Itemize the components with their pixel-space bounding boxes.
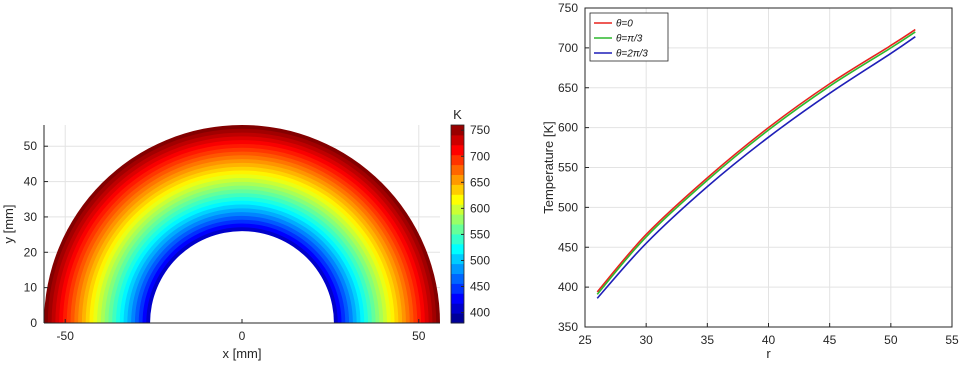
line-x-tick-label: 55 (945, 333, 959, 347)
series-line-0 (596, 28, 916, 293)
series-line-2 (596, 36, 916, 299)
colorbar-tick-label: 600 (470, 201, 490, 215)
colorbar-tick-label: 450 (470, 280, 490, 294)
colorbar-segment (451, 283, 464, 294)
line-y-tick-label: 450 (558, 240, 578, 254)
heatmap-x-tick-label: 0 (239, 329, 246, 343)
heatmap-y-tick-label: 40 (24, 175, 38, 189)
line-y-tick-label: 550 (558, 161, 578, 175)
colorbar-tick-label: 650 (470, 175, 490, 189)
inner-hole (150, 231, 334, 323)
colorbar-segment (451, 293, 464, 304)
line-x-axis-label: r (766, 346, 771, 361)
series-line-1 (596, 31, 916, 295)
legend-label-2: θ=2π/3 (616, 49, 648, 60)
colorbar-segment (451, 313, 464, 324)
colorbar-tick-label: 700 (470, 149, 490, 163)
colorbar: 400 450 500 550 600 650 700 750 K (450, 107, 490, 324)
legend-label-0: θ=0 (616, 19, 633, 30)
colorbar-segment (451, 144, 464, 156)
line-x-tick-label: 45 (823, 333, 837, 347)
line-x-tick-label: 40 (762, 333, 776, 347)
colorbar-segment (451, 303, 464, 314)
line-y-tick-label: 750 (558, 1, 578, 15)
line-y-tick-label: 350 (558, 320, 578, 334)
colorbar-segment (451, 174, 464, 185)
line-y-tick-label: 600 (558, 121, 578, 135)
colorbar-tick-label: 400 (470, 306, 490, 320)
colorbar-segment (451, 134, 464, 146)
colorbar-title: K (453, 107, 462, 122)
line-x-tick-label: 35 (701, 333, 715, 347)
colorbar-segment (451, 263, 464, 274)
colorbar-segment (451, 184, 464, 195)
colorbar-tick-label: 750 (470, 123, 490, 137)
colorbar-segment (451, 164, 464, 175)
heatmap-y-tick-label: 10 (24, 281, 38, 295)
line-y-tick-label: 500 (558, 200, 578, 214)
colorbar-segment (451, 154, 464, 166)
legend-label-1: θ=π/3 (616, 34, 643, 45)
heatmap-x-tick-label: 50 (412, 329, 426, 343)
heatmap-panel: -50 0 50 0 10 20 30 40 50 x [mm] y [mm] (1, 125, 440, 361)
colorbar-segment (451, 224, 464, 235)
colorbar-tick-label: 500 (470, 253, 490, 267)
colorbar-segment (451, 253, 464, 265)
line-y-tick-label: 650 (558, 81, 578, 95)
colorbar-segment (451, 214, 464, 225)
heatmap-x-axis-label: x [mm] (223, 346, 262, 361)
colorbar-frame (450, 124, 465, 324)
heatmap-x-tick-label: -50 (57, 329, 75, 343)
line-x-tick-label: 50 (884, 333, 898, 347)
colorbar-segment (451, 243, 464, 255)
heatmap-y-axis-label: y [mm] (1, 205, 16, 244)
colorbar-segment (451, 125, 464, 136)
colorbar-segment (451, 194, 464, 205)
heatmap-y-tick-label: 20 (24, 245, 38, 259)
colorbar-segment (451, 273, 464, 284)
line-y-tick-label: 400 (558, 280, 578, 294)
line-x-tick-label: 25 (578, 333, 592, 347)
line-chart-panel: 25 30 35 40 45 50 55 350 400 450 500 550 600 650 700 75… (541, 1, 959, 361)
heatmap-y-tick-label: 50 (24, 139, 38, 153)
heatmap-y-tick-label: 0 (30, 316, 37, 330)
colorbar-segment (451, 204, 464, 215)
colorbar-tick-label: 550 (470, 227, 490, 241)
line-x-tick-label: 30 (639, 333, 653, 347)
heatmap-y-tick-label: 30 (24, 210, 38, 224)
line-y-tick-label: 700 (558, 41, 578, 55)
colorbar-segment (451, 233, 464, 245)
line-y-axis-label: Temperature [K] (541, 121, 556, 214)
